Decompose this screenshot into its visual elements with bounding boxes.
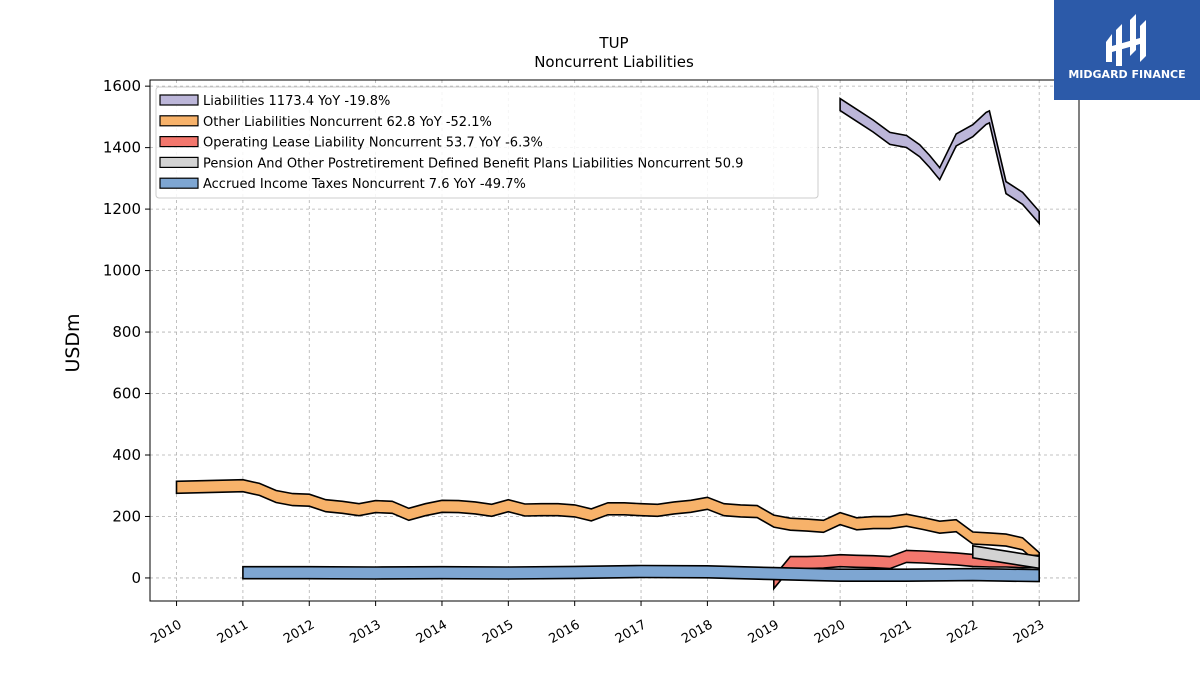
legend-label-4: Accrued Income Taxes Noncurrent 7.6 YoY … (203, 177, 526, 192)
x-tick-label: 2023 (1011, 617, 1047, 647)
x-tick-label: 2020 (812, 617, 848, 647)
midgard-logo-icon (1106, 14, 1146, 66)
legend-label-3: Pension And Other Postretirement Defined… (203, 156, 743, 171)
x-tick-label: 2015 (480, 617, 516, 647)
legend-swatch-3 (159, 156, 199, 168)
x-tick-label: 2016 (547, 617, 583, 647)
x-tick-label: 2013 (347, 617, 383, 647)
legend-swatch-2 (159, 136, 199, 148)
y-tick-label: 0 (131, 569, 141, 587)
x-tick-label: 2014 (414, 617, 450, 647)
y-tick-label: 1400 (103, 139, 141, 157)
plot-frame (149, 79, 1080, 602)
chart-subtitle: Noncurrent Liabilities (534, 53, 694, 71)
y-tick-label: 1200 (103, 200, 141, 218)
x-tick-label: 2017 (613, 617, 649, 647)
chart-title: TUP (598, 34, 628, 52)
y-axis-label: USDm (62, 313, 84, 372)
series-line-3 (971, 544, 1040, 570)
legend-swatch-4 (159, 177, 199, 189)
legend: Liabilities 1173.4 YoY -19.8% Other Liabi… (155, 86, 819, 199)
y-tick-label: 400 (112, 446, 141, 464)
x-tick-label: 2021 (878, 617, 914, 647)
series-line-4 (242, 564, 1040, 583)
y-tick-label: 600 (112, 385, 141, 403)
legend-swatch-1 (159, 115, 199, 127)
x-tick-label: 2022 (945, 617, 981, 647)
legend-box (155, 86, 819, 199)
y-tick-label: 1600 (103, 77, 141, 95)
legend-label-0: Liabilities 1173.4 YoY -19.8% (203, 94, 390, 109)
legend-label-1: Other Liabilities Noncurrent 62.8 YoY -5… (203, 115, 492, 130)
brand-name: MIDGARD FINANCE (1068, 68, 1186, 81)
x-tick-label: 2011 (215, 617, 251, 647)
brand-logo: MIDGARD FINANCE (1054, 0, 1200, 100)
x-tick-label: 2019 (746, 617, 782, 647)
legend-swatch-0 (159, 94, 199, 106)
legend-label-2: Operating Lease Liability Noncurrent 53.… (203, 136, 543, 151)
y-tick-label: 200 (112, 507, 141, 525)
series-line-0 (839, 97, 1040, 226)
x-tick-label: 2010 (148, 617, 184, 647)
x-tick-label: 2012 (281, 617, 317, 647)
series-layer (175, 97, 1040, 591)
x-tick-label: 2018 (679, 617, 715, 647)
y-tick-label: 1000 (103, 262, 141, 280)
y-tick-label: 800 (112, 323, 141, 341)
